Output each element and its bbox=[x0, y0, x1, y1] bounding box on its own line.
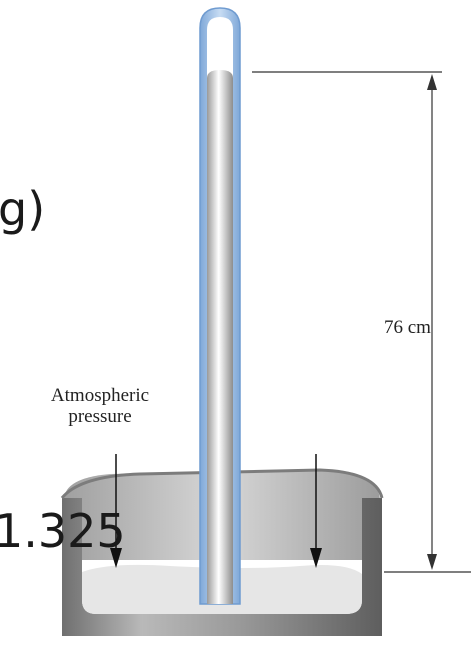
tube-vacuum bbox=[207, 17, 233, 78]
atmospheric-pressure-label: Atmospheric pressure bbox=[10, 385, 190, 428]
mercury-column bbox=[207, 70, 233, 604]
dish-rim bbox=[60, 468, 384, 499]
slide-text-fragment-bottom: 1.325 bbox=[0, 504, 126, 558]
height-arrow-up bbox=[427, 74, 437, 90]
slide-text-fragment-top: g) bbox=[0, 182, 46, 236]
height-label: 76 cm bbox=[384, 317, 431, 338]
pressure-label-line1: Atmospheric bbox=[50, 385, 150, 406]
dish-body bbox=[62, 498, 382, 636]
pressure-label-line2: pressure bbox=[68, 405, 132, 427]
pressure-arrow-left-head bbox=[110, 548, 122, 568]
pressure-arrow-right-head bbox=[310, 548, 322, 568]
height-arrow-down bbox=[427, 554, 437, 570]
